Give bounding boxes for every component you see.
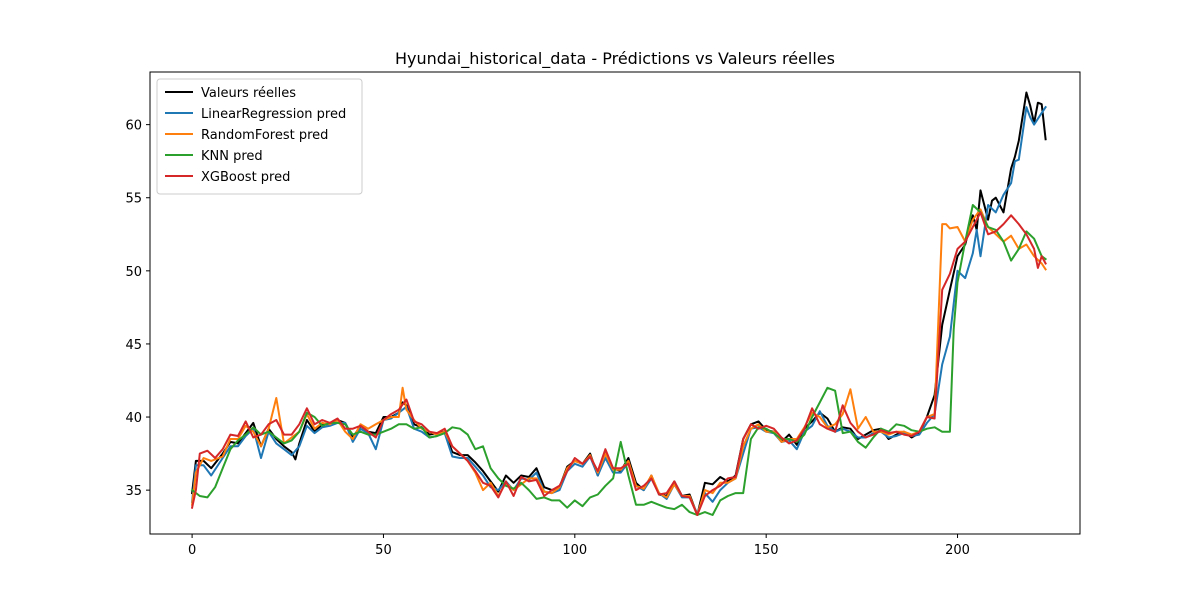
series-line-4 [190,211,1047,516]
y-tick-label: 40 [125,411,142,426]
chart-title: Hyundai_historical_data - Prédictions vs… [395,49,835,69]
series-line-3 [190,204,1047,516]
y-tick-label: 45 [125,338,142,353]
legend-label: XGBoost pred [201,170,290,185]
series-layer [190,91,1047,516]
y-tick-label: 50 [125,265,142,280]
x-tick-label: 200 [945,543,970,558]
x-tick-label: 0 [188,543,196,558]
x-tick-label: 50 [375,543,392,558]
legend-label: LinearRegression pred [201,107,346,122]
legend-label: RandomForest pred [201,128,328,143]
x-tick-label: 150 [754,543,779,558]
plot-area-frame [149,71,1081,535]
x-tick-label: 100 [562,543,587,558]
y-tick-label: 35 [125,484,142,499]
legend-box [156,78,363,195]
legend-label: Valeurs réelles [201,86,296,101]
legend: Valeurs réelles LinearRegression pred Rand… [156,78,363,195]
y-tick-label: 55 [125,192,142,207]
legend-label: KNN pred [201,149,263,164]
y-tick-label: 60 [125,119,142,134]
axes-layer: 0 50 100 150 200 35 40 45 50 55 60 [125,119,969,558]
